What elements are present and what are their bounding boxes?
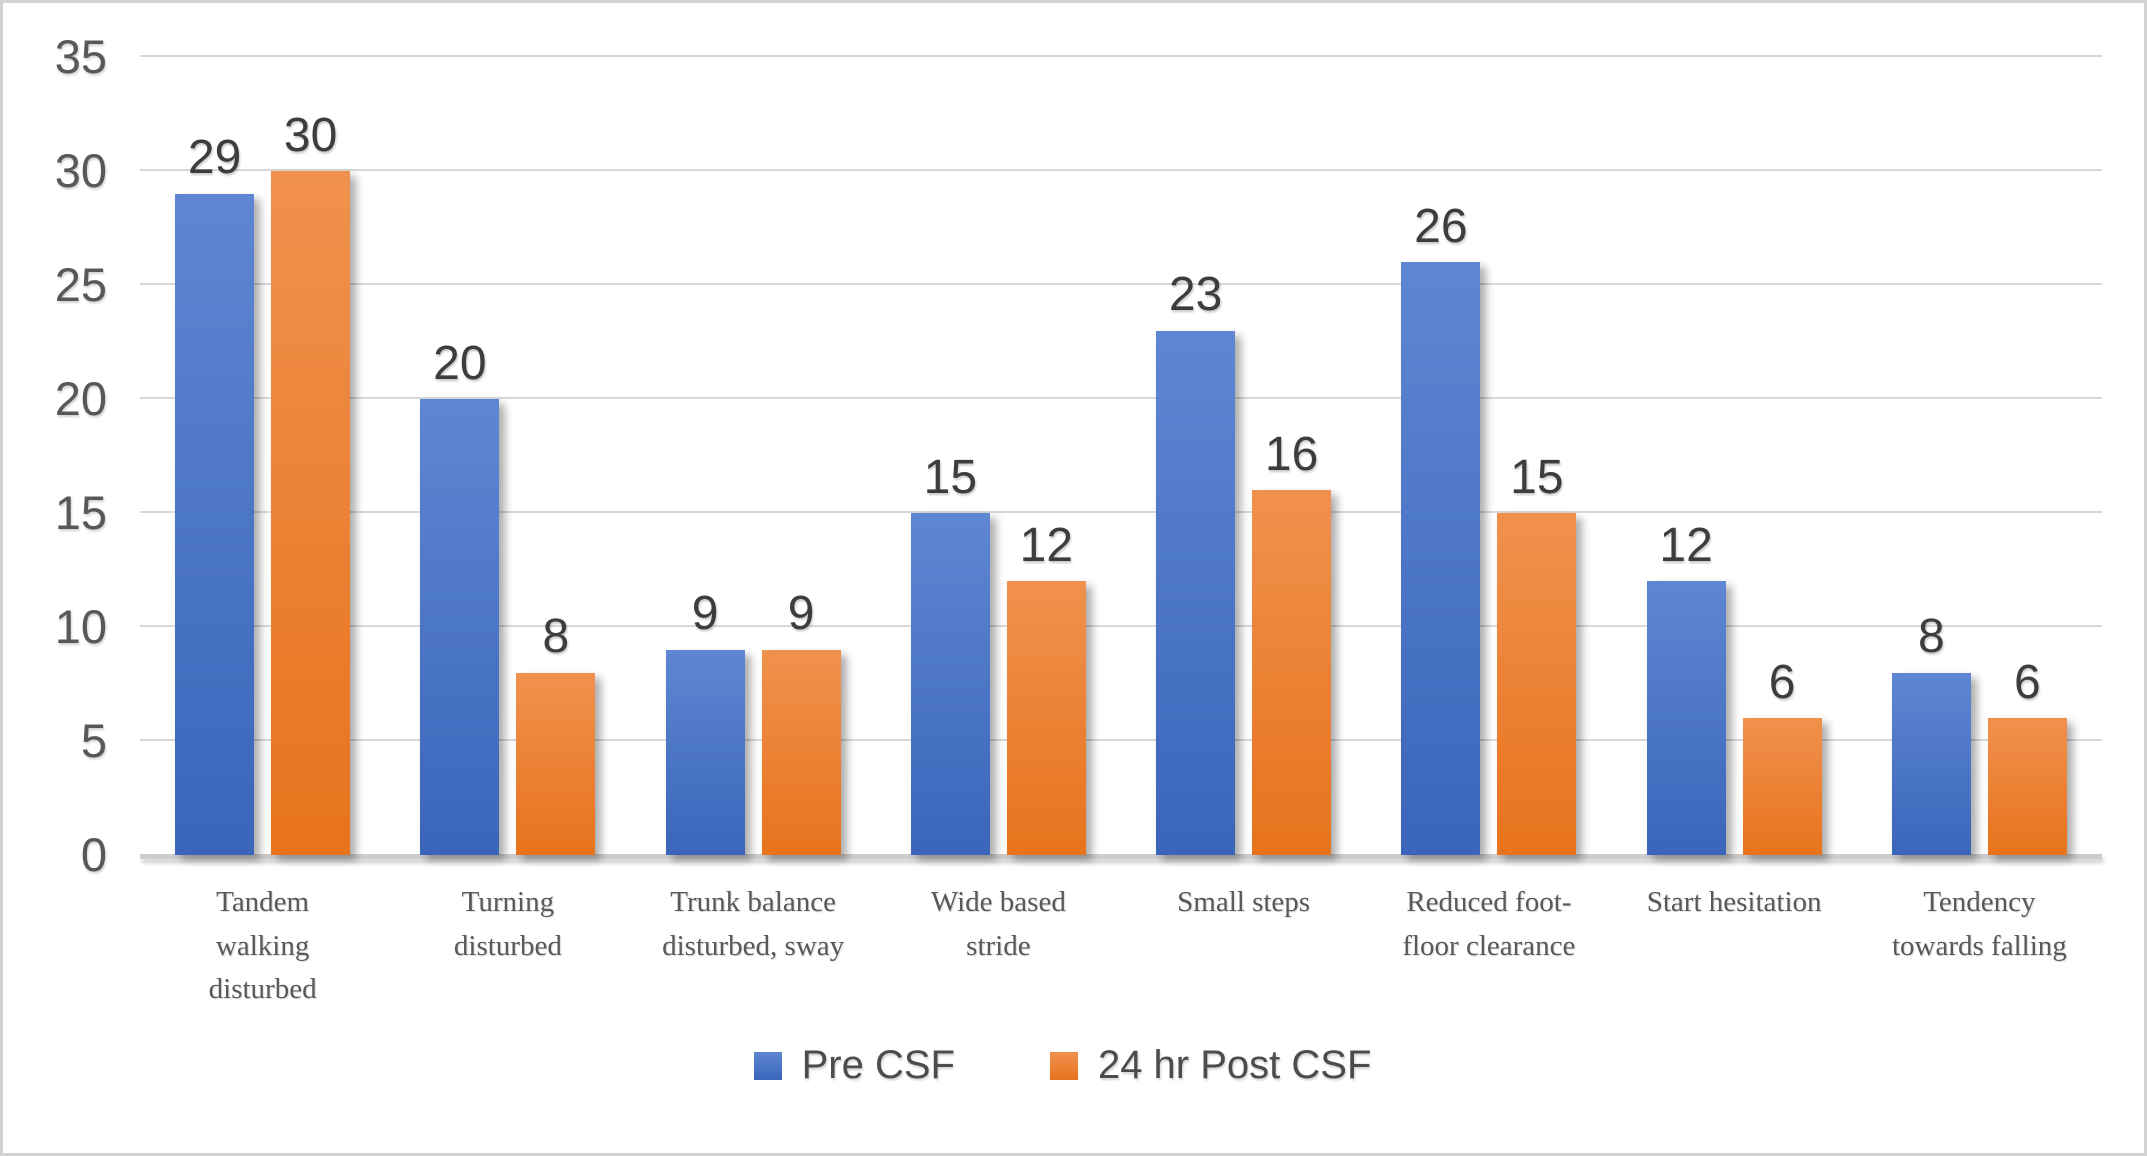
- bar-column-pre-csf: 23: [1156, 57, 1236, 855]
- bar-value-label-24-hr-post-csf: 8: [542, 610, 570, 664]
- bar-pre-csf: [175, 193, 255, 855]
- bar-value-label-24-hr-post-csf: 6: [1768, 655, 1796, 709]
- bar-value-label-pre-csf: 8: [1918, 610, 1945, 664]
- bar-value-label-pre-csf: 20: [433, 336, 487, 390]
- bar-24-hr-post-csf: [516, 672, 596, 855]
- gridline-20: [140, 397, 2102, 399]
- bar-24-hr-post-csf: [1987, 718, 2067, 855]
- bar-value-label-24-hr-post-csf: 12: [1019, 519, 1074, 573]
- bar-pre-csf: [1156, 330, 1236, 855]
- y-tick-label-25: 25: [54, 258, 107, 312]
- category-label-4: Wide based stride: [930, 886, 1066, 962]
- category-group-4: 15 12: [876, 57, 1121, 855]
- bar-column-24-hr-post-csf: 8: [516, 57, 596, 855]
- bar-pre-csf: [1891, 672, 1971, 855]
- bar-value-label-pre-csf: 15: [923, 450, 978, 504]
- bar-value-label-24-hr-post-csf: 6: [2014, 655, 2041, 709]
- gridline-10: [140, 625, 2102, 627]
- y-tick-label-35: 35: [54, 30, 107, 84]
- category-group-6: 26 15: [1366, 57, 1611, 855]
- category-axis: Tandem walking disturbed Turning disturbe…: [140, 855, 2102, 1039]
- bar-value-label-pre-csf: 26: [1414, 199, 1468, 253]
- legend-label-24-hr-post-csf: 24 hr Post CSF: [1097, 1043, 1372, 1087]
- category-label-2: Turning disturbed: [453, 886, 562, 962]
- bar-column-pre-csf: 15: [910, 57, 990, 855]
- bar-24-hr-post-csf: [271, 171, 351, 855]
- plot-area: 29 30 20 8 9 9 15 12 23 16 26 15 12 6 8 6 0 5 10 15 20 25 30 3…: [55, 31, 2102, 880]
- bar-value-label-24-hr-post-csf: 9: [787, 587, 815, 641]
- y-tick-label-15: 15: [54, 486, 107, 540]
- bar-column-24-hr-post-csf: 9: [761, 57, 841, 855]
- bar-pre-csf: [420, 399, 500, 855]
- category-label-7: Start hesitation: [1646, 886, 1822, 918]
- bar-pre-csf: [1401, 262, 1481, 855]
- bar-pre-csf: [1646, 581, 1726, 855]
- legend-item-pre-csf: Pre CSF: [753, 1043, 955, 1088]
- bar-groups: 29 30 20 8 9 9 15 12 23 16 26 15 12 6 8 6: [140, 57, 2102, 855]
- gridline-15: [140, 511, 2102, 513]
- gridline-5: [140, 739, 2102, 741]
- legend-label-pre-csf: Pre CSF: [801, 1043, 955, 1087]
- y-tick-label-10: 10: [54, 600, 107, 654]
- bar-24-hr-post-csf: [1252, 490, 1332, 855]
- y-tick-label-30: 30: [54, 144, 107, 198]
- legend-swatch-24-hr-post-csf: [1049, 1051, 1078, 1080]
- bar-24-hr-post-csf: [1497, 513, 1577, 855]
- bar-column-pre-csf: 26: [1401, 57, 1481, 855]
- bar-column-pre-csf: 8: [1891, 57, 1971, 855]
- category-group-1: 29 30: [140, 57, 385, 855]
- bar-value-label-pre-csf: 9: [691, 587, 719, 641]
- y-tick-label-0: 0: [80, 828, 107, 882]
- gridline-35: [140, 55, 2102, 57]
- bar-column-24-hr-post-csf: 30: [271, 57, 351, 855]
- bar-value-label-24-hr-post-csf: 16: [1264, 427, 1319, 481]
- category-group-2: 20 8: [385, 57, 630, 855]
- category-group-5: 23 16: [1121, 57, 1366, 855]
- bar-column-pre-csf: 20: [420, 57, 500, 855]
- bar-column-pre-csf: 12: [1646, 57, 1726, 855]
- bar-column-24-hr-post-csf: 12: [1006, 57, 1086, 855]
- category-label-6: Reduced foot- floor clearance: [1402, 886, 1576, 962]
- bar-24-hr-post-csf: [1006, 581, 1086, 855]
- bar-column-pre-csf: 29: [175, 57, 255, 855]
- y-tick-label-20: 20: [54, 372, 107, 426]
- legend-swatch-pre-csf: [753, 1051, 782, 1080]
- y-tick-label-5: 5: [80, 714, 107, 768]
- bar-column-24-hr-post-csf: 15: [1497, 57, 1577, 855]
- bar-value-label-pre-csf: 29: [187, 131, 242, 185]
- category-label-1: Tandem walking disturbed: [208, 886, 317, 1005]
- bar-column-pre-csf: 9: [665, 57, 745, 855]
- legend-item-24-hr-post-csf: 24 hr Post CSF: [1049, 1043, 1372, 1088]
- bar-column-24-hr-post-csf: 6: [1987, 57, 2067, 855]
- bar-24-hr-post-csf: [1742, 718, 1822, 855]
- category-label-8: Tendency towards falling: [1891, 886, 2067, 962]
- category-label-3: Trunk balance disturbed, sway: [662, 886, 845, 962]
- bar-column-24-hr-post-csf: 6: [1742, 57, 1822, 855]
- bar-value-label-24-hr-post-csf: 15: [1510, 450, 1564, 504]
- category-group-7: 12 6: [1612, 57, 1857, 855]
- bar-24-hr-post-csf: [761, 649, 841, 855]
- gridline-30: [140, 169, 2102, 171]
- bar-value-label-pre-csf: 12: [1659, 519, 1713, 573]
- gridline-25: [140, 283, 2102, 285]
- bar-value-label-24-hr-post-csf: 30: [283, 108, 338, 162]
- bar-pre-csf: [665, 649, 745, 855]
- bar-pre-csf: [910, 513, 990, 855]
- bar-value-label-pre-csf: 23: [1168, 268, 1223, 322]
- legend: Pre CSF 24 hr Post CSF: [23, 1043, 2102, 1088]
- category-label-5: Small steps: [1177, 886, 1311, 918]
- x-axis-line: [140, 854, 2102, 859]
- bar-column-24-hr-post-csf: 16: [1252, 57, 1332, 855]
